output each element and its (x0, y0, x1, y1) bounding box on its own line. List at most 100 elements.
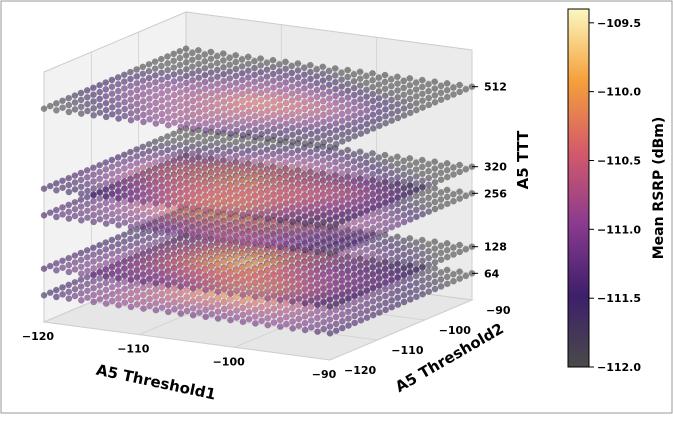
scatter-point (240, 185, 246, 191)
scatter-point (327, 123, 333, 129)
scatter-point (314, 295, 320, 301)
scatter-point (258, 62, 264, 68)
scatter-point (209, 104, 215, 110)
scatter-point (227, 103, 233, 109)
scatter-point (289, 177, 295, 183)
scatter-point (189, 137, 195, 143)
scatter-point (97, 283, 103, 289)
scatter-point (66, 182, 72, 188)
scatter-point (221, 292, 227, 298)
scatter-point (357, 183, 363, 189)
scatter-point (283, 107, 289, 113)
scatter-point (389, 111, 395, 117)
scatter-point (128, 90, 134, 96)
scatter-point (277, 297, 283, 303)
scatter-point (122, 99, 128, 105)
scatter-point (239, 150, 245, 156)
scatter-point (407, 183, 413, 189)
scatter-point (370, 305, 376, 311)
scatter-point (351, 259, 357, 265)
scatter-point (90, 198, 96, 204)
scatter-point (252, 300, 258, 306)
scatter-point (196, 61, 202, 67)
scatter-point (425, 81, 431, 87)
scatter-point (376, 289, 382, 295)
scatter-point (345, 322, 351, 328)
scatter-point (177, 62, 183, 68)
scatter-point (227, 149, 233, 155)
scatter-point (413, 180, 419, 186)
scatter-point (271, 319, 277, 325)
scatter-point (91, 299, 97, 305)
scatter-point (339, 177, 345, 183)
scatter-point (277, 317, 283, 323)
scatter-point (115, 88, 121, 94)
scatter-point (277, 283, 283, 289)
scatter-point (234, 288, 240, 294)
scatter-point (227, 183, 233, 189)
scatter-point (134, 294, 140, 300)
scatter-point (339, 170, 345, 176)
scatter-point (214, 147, 220, 153)
scatter-point (103, 253, 109, 259)
scatter-point (152, 152, 158, 158)
scatter-point (258, 304, 264, 310)
scatter-point (295, 175, 301, 181)
scatter-point (183, 66, 189, 72)
scatter-point (389, 210, 395, 216)
scatter-point (339, 298, 345, 304)
scatter-point (233, 267, 239, 273)
scatter-point (140, 84, 146, 90)
scatter-point (233, 173, 239, 179)
scatter-point (251, 145, 257, 151)
scatter-point (351, 179, 357, 185)
scatter-point (363, 167, 369, 173)
scatter-point (444, 87, 450, 93)
scatter-point (190, 77, 196, 83)
scatter-point (252, 240, 258, 246)
scatter-point (140, 212, 146, 218)
scatter-point (78, 257, 84, 263)
scatter-point (308, 311, 314, 317)
scatter-point (72, 259, 78, 265)
scatter-point (158, 143, 164, 149)
scatter-point (290, 132, 296, 138)
scatter-point (264, 94, 270, 100)
scatter-point (307, 149, 313, 155)
scatter-point (370, 265, 376, 271)
scatter-point (345, 168, 351, 174)
scatter-point (246, 95, 252, 101)
scatter-point (215, 254, 221, 260)
scatter-point (457, 276, 463, 282)
scatter-point (277, 310, 283, 316)
scatter-point (159, 191, 165, 197)
scatter-point (295, 74, 301, 80)
scatter-point (140, 105, 146, 111)
scatter-point (140, 258, 146, 264)
scatter-point (345, 188, 351, 194)
scatter-point (78, 264, 84, 270)
scatter-point (252, 220, 258, 226)
scatter-point (351, 172, 357, 178)
scatter-point (259, 318, 265, 324)
scatter-point (215, 195, 221, 201)
scatter-point (271, 192, 277, 198)
scatter-point (283, 321, 289, 327)
scatter-point (134, 247, 140, 253)
scatter-point (401, 252, 407, 258)
scatter-point (308, 176, 314, 182)
scatter-point (208, 257, 214, 263)
scatter-point (289, 125, 295, 131)
scatter-point (283, 220, 289, 226)
scatter-point (314, 228, 320, 234)
scatter-point (333, 194, 339, 200)
scatter-point (221, 245, 227, 251)
scatter-point (389, 198, 395, 204)
scatter-point (153, 227, 159, 233)
scatter-point (252, 120, 258, 126)
scatter-point (240, 218, 246, 224)
scatter-point (314, 281, 320, 287)
scatter-point (407, 82, 413, 88)
scatter-point (221, 85, 227, 91)
scatter-point (178, 204, 184, 210)
